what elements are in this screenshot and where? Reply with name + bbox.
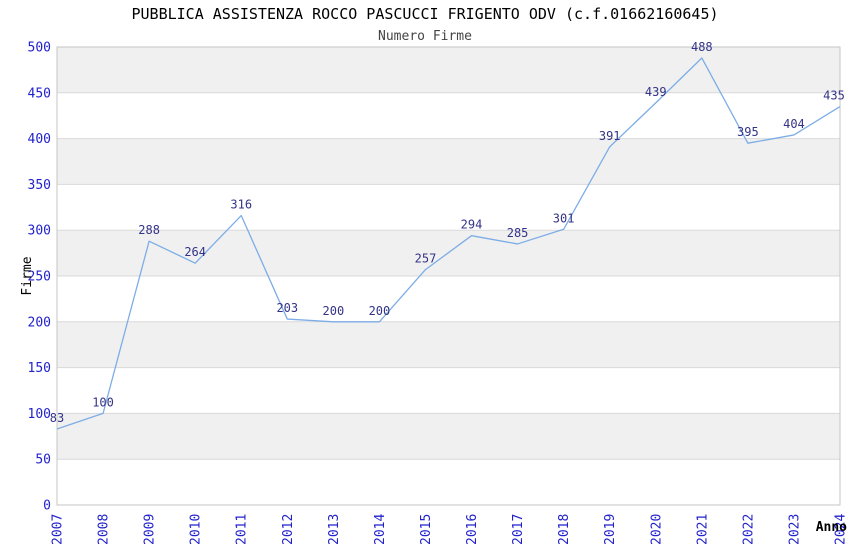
y-axis-title: Firme — [20, 256, 35, 295]
x-tick-label: 2014 — [373, 514, 388, 545]
x-tick-label: 2017 — [511, 514, 526, 545]
data-label: 301 — [553, 211, 575, 225]
data-label: 285 — [507, 226, 529, 240]
x-tick-label: 2020 — [649, 514, 664, 545]
data-label: 264 — [184, 245, 206, 259]
y-tick-label: 50 — [35, 453, 51, 468]
chart-subtitle: Numero Firme — [378, 29, 472, 44]
x-tick-label: 2023 — [787, 514, 802, 545]
x-tick-label: 2024 — [834, 514, 849, 545]
x-tick-label: 2010 — [189, 514, 204, 545]
x-tick-label: 2022 — [741, 514, 756, 545]
y-tick-label: 500 — [28, 41, 51, 56]
data-label: 439 — [645, 85, 667, 99]
x-tick-label: 2009 — [143, 514, 158, 545]
plot-band — [57, 321, 840, 368]
data-label: 294 — [461, 218, 483, 232]
y-tick-label: 300 — [28, 224, 51, 239]
x-tick-label: 2018 — [557, 514, 572, 545]
data-label: 404 — [783, 117, 805, 131]
x-tick-label: 2008 — [97, 514, 112, 545]
y-tick-label: 150 — [28, 361, 51, 376]
data-label: 200 — [323, 304, 345, 318]
y-tick-label: 450 — [28, 86, 51, 101]
data-label: 257 — [415, 252, 437, 266]
y-tick-label: 250 — [28, 270, 51, 285]
chart-title: PUBBLICA ASSISTENZA ROCCO PASCUCCI FRIGE… — [131, 5, 719, 23]
x-axis-title: Anno — [816, 520, 847, 535]
data-label: 203 — [276, 301, 298, 315]
data-label: 83 — [50, 411, 64, 425]
x-tick-label: 2013 — [327, 514, 342, 545]
data-label: 435 — [823, 89, 845, 103]
x-tick-label: 2012 — [281, 514, 296, 545]
data-label: 288 — [138, 223, 160, 237]
plot-band — [57, 47, 840, 93]
data-label: 391 — [599, 129, 621, 143]
plot-border — [56, 46, 841, 506]
x-tick-label: 2016 — [465, 514, 480, 545]
data-label: 100 — [92, 395, 114, 409]
data-label: 488 — [691, 40, 713, 54]
y-tick-label: 100 — [28, 407, 51, 422]
data-label: 200 — [369, 304, 391, 318]
data-label: 395 — [737, 125, 759, 139]
y-tick-label: 400 — [28, 132, 51, 147]
x-tick-label: 2011 — [235, 514, 250, 545]
x-tick-label: 2007 — [51, 514, 66, 545]
data-label: 316 — [230, 198, 252, 212]
plot-band — [57, 413, 840, 460]
series-line — [56, 57, 841, 430]
x-tick-label: 2021 — [695, 514, 710, 545]
y-tick-label: 200 — [28, 315, 51, 330]
x-tick-label: 2019 — [603, 514, 618, 545]
x-tick-label: 2015 — [419, 514, 434, 545]
y-tick-label: 350 — [28, 178, 51, 193]
y-tick-label: 0 — [43, 499, 51, 514]
plot-band — [57, 138, 840, 185]
